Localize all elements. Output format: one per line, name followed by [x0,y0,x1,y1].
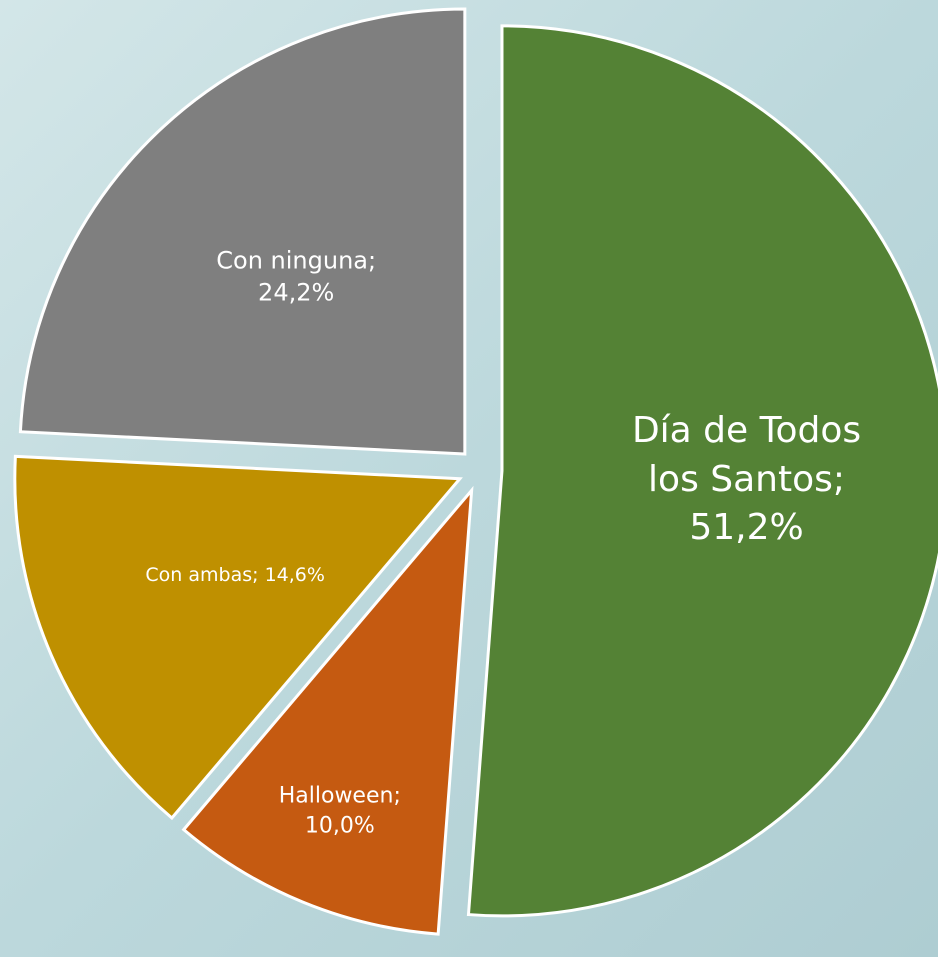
pie-slice [466,24,938,918]
data-label: Con ninguna; 24,2% [186,244,406,309]
slice-name: Con ambas; [145,564,259,587]
slice-value: 51,2% [689,507,804,549]
slice-value: 14,6% [264,564,325,587]
slice-value: 24,2% [258,278,335,307]
slice-value: 10,0% [304,813,375,839]
slice-name: Halloween; [278,783,401,809]
data-label: Con ambas; 14,6% [105,563,365,589]
slice-name: Día de Todos los Santos; [631,410,862,500]
pie-slice [13,454,463,821]
pie-slice [18,7,467,456]
slice-name: Con ninguna; [216,246,377,275]
pie-slice [181,485,474,936]
data-label: Halloween; 10,0% [260,782,420,841]
data-label: Día de Todos los Santos; 51,2% [612,407,882,553]
